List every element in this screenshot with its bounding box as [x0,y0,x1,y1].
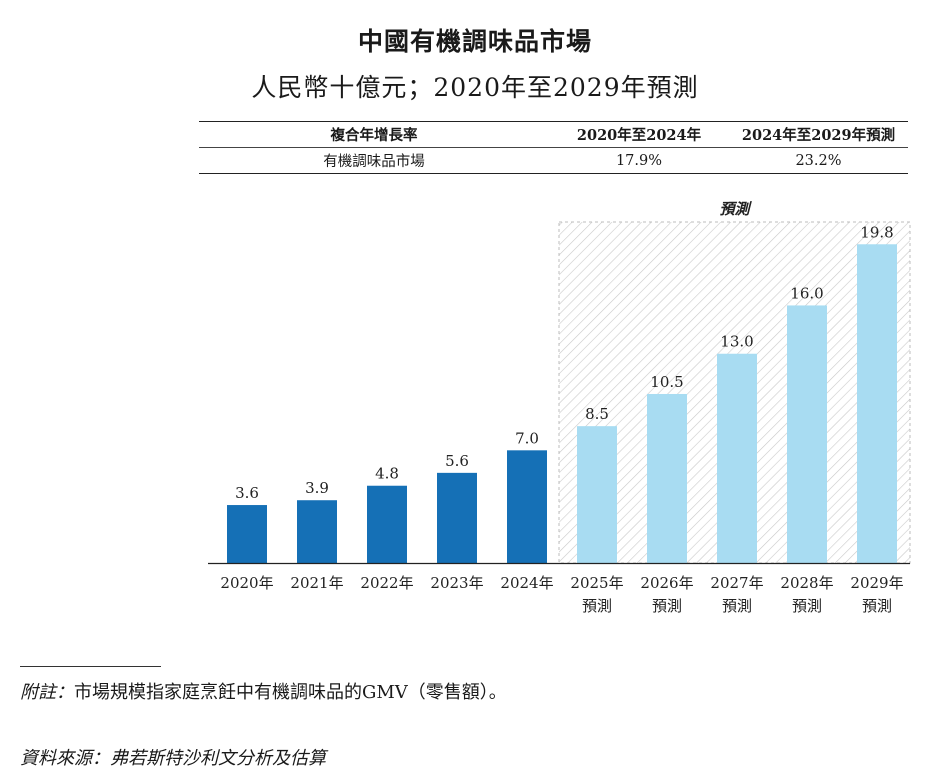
footnote-source: 資料來源：弗若斯特沙利文分析及估算 [20,748,326,769]
cagr-table: 複合年增長率 2020年至2024年 2024年至2029年預測 有機調味品市場… [199,121,908,174]
note-text: 市場規模指家庭烹飪中有機調味品的GMV（零售額）。 [74,682,507,703]
x-tick-forecast-label: 預測 [862,597,892,615]
value-label: 10.5 [650,373,683,391]
value-label: 8.5 [585,405,609,423]
x-tick-label: 2023年 [430,574,483,592]
x-tick-label: 2021年 [290,574,343,592]
x-tick-forecast-label: 預測 [652,597,682,615]
x-tick-label: 2029年 [850,574,903,592]
value-label: 3.6 [235,484,259,502]
value-label: 3.9 [305,479,329,497]
bar-2020年 [227,505,267,563]
cagr-header-label: 複合年增長率 [199,121,549,148]
x-tick-label: 2022年 [360,574,413,592]
cagr-value-2020-2024: 17.9% [549,147,729,174]
note-label: 附註： [20,682,74,703]
cagr-table-header-row: 複合年增長率 2020年至2024年 2024年至2029年預測 [199,121,908,148]
x-tick-forecast-label: 預測 [792,597,822,615]
forecast-label: 預測 [719,200,752,218]
bar-2026年 [647,393,687,563]
x-tick-forecast-label: 預測 [582,597,612,615]
x-tick-label: 2026年 [640,574,693,592]
cagr-table-row: 有機調味品市場 17.9% 23.2% [199,147,908,174]
x-tick-forecast-label: 預測 [722,597,752,615]
cagr-value-2024-2029: 23.2% [729,147,908,174]
cagr-header-2020-2024: 2020年至2024年 [549,121,729,148]
value-label: 4.8 [375,465,399,483]
bar-2021年 [297,500,337,563]
bar-2029年 [857,244,897,563]
bar-2023年 [437,472,477,563]
value-label: 5.6 [445,452,469,470]
bar-2027年 [717,353,757,563]
x-tick-label: 2028年 [780,574,833,592]
value-label: 13.0 [720,333,753,351]
cagr-header-2024-2029: 2024年至2029年預測 [729,121,908,148]
footnote-note: 附註：市場規模指家庭烹飪中有機調味品的GMV（零售額）。 [20,678,507,704]
bar-2024年 [507,450,547,563]
bar-chart: 預測 3.6 2020年 3.9 2021年 4.8 2022年 5.6 2023年 7.0 20… [208,200,911,615]
cagr-row-label: 有機調味品市場 [199,147,549,174]
value-label: 7.0 [515,429,539,447]
x-tick-label: 2025年 [570,574,623,592]
x-tick-label: 2027年 [710,574,763,592]
bar-2028年 [787,305,827,563]
chart-title: 中國有機調味品市場 [357,27,592,56]
value-label: 16.0 [790,284,823,302]
footnote-divider [20,666,161,667]
bar-2022年 [367,485,407,563]
value-label: 19.8 [860,223,893,241]
chart-subtitle: 人民幣十億元；2020年至2029年預測 [251,73,699,102]
x-tick-label: 2020年 [220,574,273,592]
x-tick-label: 2024年 [500,574,553,592]
bar-2025年 [577,426,617,563]
